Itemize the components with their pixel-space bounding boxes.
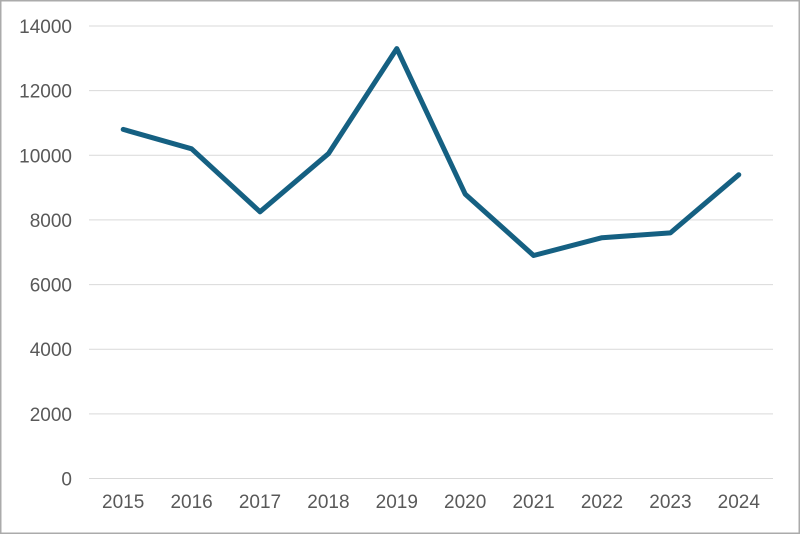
x-axis-tick-label: 2021 <box>512 492 554 513</box>
x-axis-tick-label: 2016 <box>170 492 212 513</box>
x-axis-tick-label: 2024 <box>718 492 761 513</box>
y-axis-tick-label: 0 <box>61 470 72 491</box>
y-axis-tick-label: 10000 <box>19 146 72 167</box>
x-axis-tick-label: 2020 <box>444 492 486 513</box>
y-axis-tick-label: 2000 <box>30 405 72 426</box>
y-axis-tick-label: 14000 <box>19 17 72 38</box>
x-axis-tick-label: 2019 <box>376 492 418 513</box>
y-axis-tick-label: 8000 <box>30 211 72 232</box>
x-axis-tick-label: 2017 <box>239 492 281 513</box>
y-axis-tick-label: 4000 <box>30 340 72 361</box>
x-axis-tick-label: 2022 <box>581 492 623 513</box>
x-axis-tick-label: 2023 <box>649 492 691 513</box>
x-axis-tick-label: 2015 <box>102 492 144 513</box>
y-axis-tick-label: 6000 <box>30 276 72 297</box>
data-series-line <box>120 46 742 258</box>
y-axis-tick-label: 12000 <box>19 82 72 103</box>
x-axis-tick-label: 2018 <box>307 492 349 513</box>
